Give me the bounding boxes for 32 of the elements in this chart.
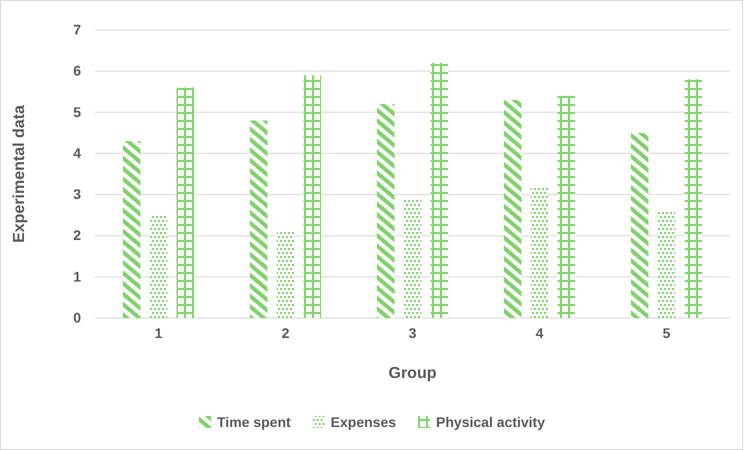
legend-label: Physical activity xyxy=(436,414,546,430)
x-tick-label: 3 xyxy=(408,324,417,341)
bar xyxy=(658,211,676,318)
bar xyxy=(176,88,194,318)
y-tick-label: 7 xyxy=(73,21,82,38)
y-tick-label: 0 xyxy=(73,309,82,326)
bar xyxy=(430,62,448,318)
bar xyxy=(404,198,422,318)
bar xyxy=(276,232,294,318)
bar xyxy=(122,141,140,318)
y-axis-title: Experimental data xyxy=(11,104,28,243)
bar xyxy=(558,96,576,318)
y-tick-label: 3 xyxy=(73,186,82,202)
x-tick-label: 4 xyxy=(536,324,544,341)
legend-label: Expenses xyxy=(330,414,396,430)
bar xyxy=(150,215,168,318)
y-tick-label: 4 xyxy=(73,144,82,161)
bar xyxy=(376,104,394,318)
y-tick-label: 1 xyxy=(73,268,82,284)
y-tick-label: 5 xyxy=(73,104,82,120)
bar xyxy=(304,75,322,318)
y-tick-label: 6 xyxy=(73,62,82,79)
x-tick-label: 5 xyxy=(662,324,671,341)
legend-label: Time spent xyxy=(217,414,291,430)
x-tick-label: 2 xyxy=(282,324,290,341)
bar xyxy=(250,120,268,318)
bar xyxy=(504,100,522,318)
bar xyxy=(630,132,648,318)
x-axis-title: Group xyxy=(388,365,437,382)
y-tick-label: 2 xyxy=(73,227,82,244)
bar xyxy=(530,186,548,318)
x-tick-label: 1 xyxy=(154,324,163,341)
